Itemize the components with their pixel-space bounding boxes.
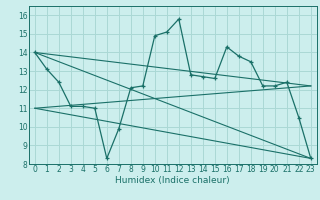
X-axis label: Humidex (Indice chaleur): Humidex (Indice chaleur) bbox=[116, 176, 230, 185]
